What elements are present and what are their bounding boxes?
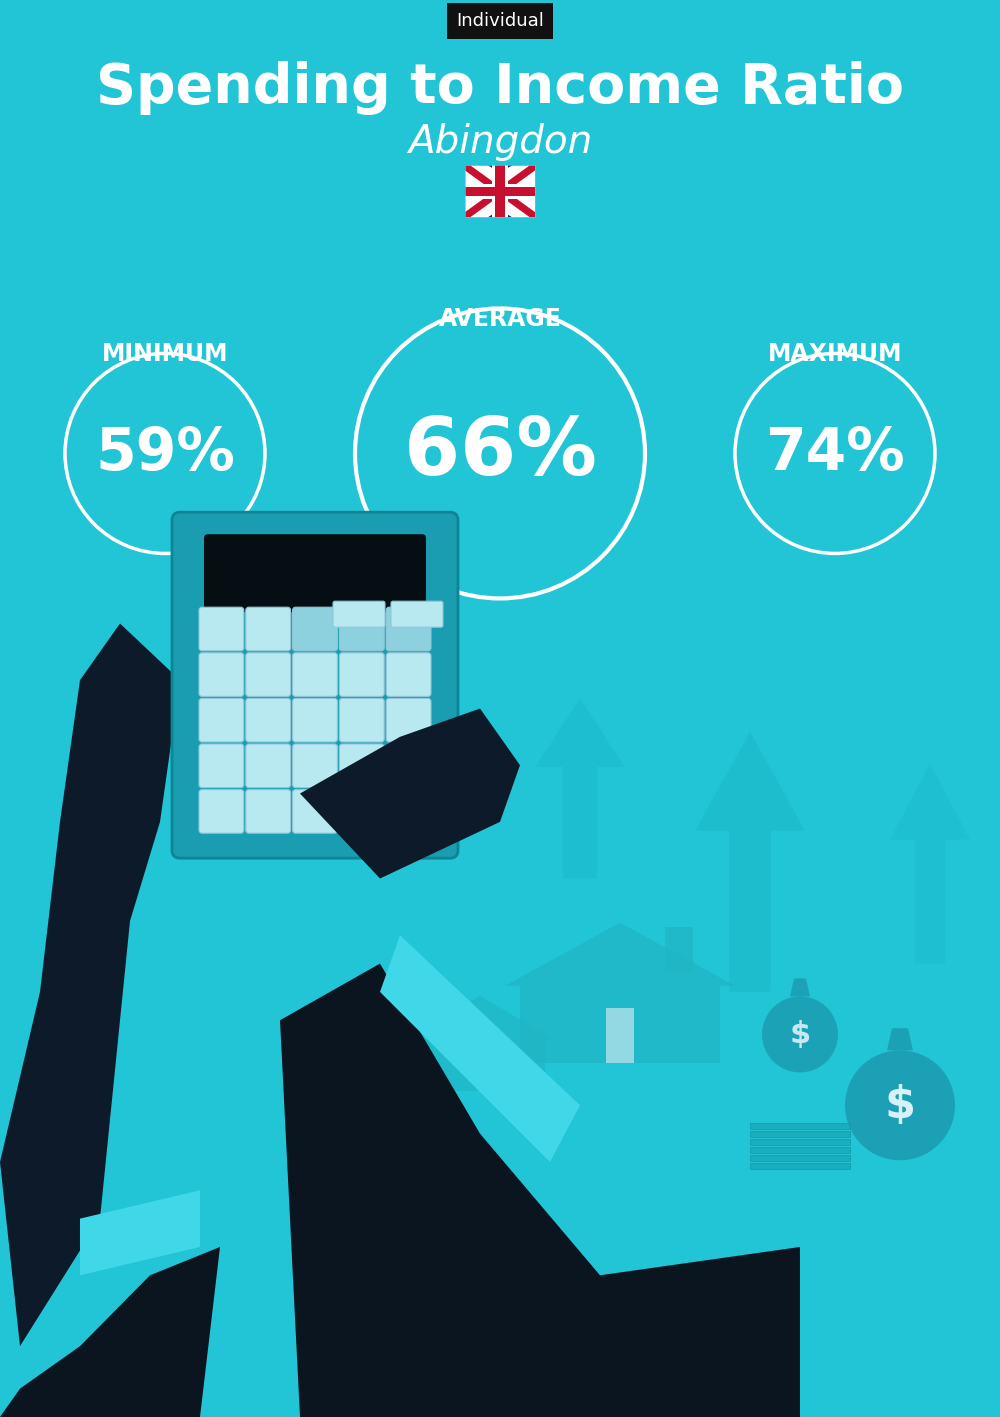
Polygon shape [890, 764, 970, 964]
Polygon shape [380, 935, 580, 1162]
Polygon shape [300, 708, 520, 879]
Polygon shape [695, 733, 805, 992]
FancyBboxPatch shape [293, 653, 337, 696]
FancyBboxPatch shape [386, 699, 431, 743]
Bar [750, 1139, 850, 1145]
Text: Spending to Income Ratio: Spending to Income Ratio [96, 61, 904, 115]
FancyBboxPatch shape [293, 608, 337, 650]
Bar [750, 1124, 850, 1129]
Polygon shape [535, 699, 625, 879]
Text: AVERAGE: AVERAGE [439, 307, 561, 330]
FancyBboxPatch shape [293, 789, 337, 833]
FancyBboxPatch shape [199, 789, 244, 833]
FancyBboxPatch shape [339, 744, 384, 788]
Bar [606, 1007, 634, 1063]
Text: MAXIMUM: MAXIMUM [768, 343, 902, 366]
Polygon shape [415, 1039, 545, 1091]
FancyBboxPatch shape [333, 601, 385, 628]
Polygon shape [407, 996, 553, 1039]
FancyBboxPatch shape [246, 699, 291, 743]
Bar [750, 1155, 850, 1161]
Bar [465, 184, 535, 198]
Bar [750, 1131, 850, 1136]
FancyBboxPatch shape [391, 601, 443, 628]
FancyBboxPatch shape [293, 744, 337, 788]
FancyBboxPatch shape [293, 699, 337, 743]
Circle shape [762, 996, 838, 1073]
Bar [750, 1163, 850, 1169]
Polygon shape [80, 1190, 200, 1275]
FancyBboxPatch shape [339, 653, 384, 696]
Text: Abingdon: Abingdon [408, 123, 592, 160]
Polygon shape [505, 922, 735, 986]
Text: 66%: 66% [404, 414, 596, 493]
Bar [495, 166, 505, 217]
Bar [665, 927, 693, 972]
Bar [750, 1146, 850, 1153]
Text: $: $ [789, 1020, 811, 1049]
FancyBboxPatch shape [246, 608, 291, 650]
Polygon shape [465, 166, 535, 217]
FancyBboxPatch shape [339, 699, 384, 743]
FancyBboxPatch shape [246, 789, 291, 833]
Polygon shape [790, 978, 810, 996]
FancyBboxPatch shape [199, 608, 244, 650]
FancyBboxPatch shape [386, 653, 431, 696]
FancyBboxPatch shape [204, 534, 426, 612]
FancyBboxPatch shape [386, 789, 431, 833]
Polygon shape [0, 1247, 220, 1417]
Polygon shape [520, 986, 720, 1063]
FancyBboxPatch shape [246, 653, 291, 696]
Polygon shape [465, 166, 535, 217]
Text: Individual: Individual [456, 13, 544, 30]
Polygon shape [465, 166, 535, 217]
FancyBboxPatch shape [339, 789, 384, 833]
Polygon shape [465, 166, 535, 217]
Bar [492, 166, 508, 217]
Bar [465, 187, 535, 196]
Polygon shape [465, 166, 535, 217]
FancyBboxPatch shape [386, 608, 431, 650]
Text: 74%: 74% [765, 425, 905, 482]
FancyBboxPatch shape [339, 608, 384, 650]
FancyBboxPatch shape [199, 699, 244, 743]
Text: $: $ [885, 1084, 916, 1127]
Polygon shape [280, 964, 800, 1417]
FancyBboxPatch shape [246, 744, 291, 788]
FancyBboxPatch shape [199, 744, 244, 788]
Polygon shape [887, 1029, 913, 1050]
Polygon shape [0, 623, 180, 1346]
FancyBboxPatch shape [199, 653, 244, 696]
FancyBboxPatch shape [172, 512, 458, 859]
Circle shape [845, 1050, 955, 1161]
Text: MINIMUM: MINIMUM [102, 343, 228, 366]
FancyBboxPatch shape [386, 744, 431, 788]
Text: 59%: 59% [95, 425, 235, 482]
